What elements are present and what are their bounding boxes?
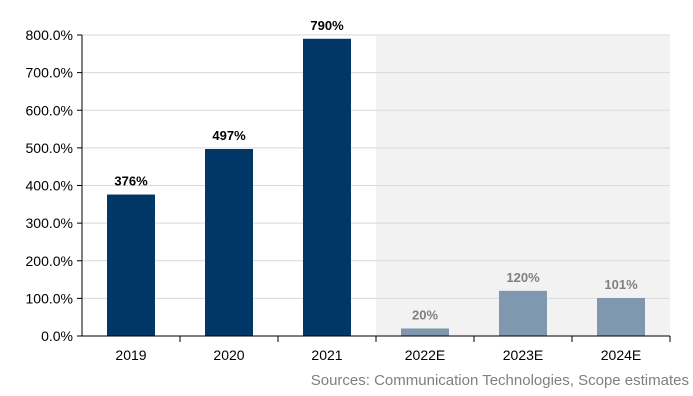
- y-tick-label: 800.0%: [26, 27, 73, 43]
- x-tick-label-2023E: 2023E: [503, 347, 543, 363]
- bar-2023E: [499, 290, 547, 336]
- bar-chart: 376% 497% 790% 20% 120% 101% 0.0% 100.0% 200.0%…: [26, 18, 671, 363]
- bar-2019: [107, 194, 155, 336]
- bar-2021: [303, 38, 351, 336]
- x-tick-label-2020: 2020: [213, 347, 244, 363]
- y-axis: 0.0% 100.0% 200.0% 300.0% 400.0% 500.0% 600.0%…: [26, 27, 83, 344]
- bar-2020: [205, 149, 253, 336]
- data-label-2019: 376%: [114, 174, 148, 189]
- y-tick-label: 700.0%: [26, 65, 73, 81]
- x-tick-label-2019: 2019: [115, 347, 146, 363]
- data-label-2024E: 101%: [604, 277, 638, 292]
- y-tick-label: 0.0%: [41, 328, 73, 344]
- bars: [107, 38, 645, 336]
- x-tick-label-2021: 2021: [311, 347, 342, 363]
- bar-2022E: [401, 328, 449, 336]
- x-tick-label-2022E: 2022E: [405, 347, 445, 363]
- x-axis: 2019 2020 2021 2022E 2023E 2024E: [82, 335, 671, 363]
- y-tick-label: 200.0%: [26, 253, 73, 269]
- source-note: Sources: Communication Technologies, Sco…: [310, 372, 689, 389]
- y-tick-label: 100.0%: [26, 290, 73, 306]
- x-tick-label-2024E: 2024E: [601, 347, 641, 363]
- data-labels: 376% 497% 790% 20% 120% 101%: [114, 18, 638, 323]
- y-tick-label: 500.0%: [26, 140, 73, 156]
- y-tick-label: 400.0%: [26, 178, 73, 194]
- data-label-2021: 790%: [310, 18, 344, 33]
- bar-2024E: [597, 297, 645, 336]
- gridlines: [82, 34, 670, 299]
- y-tick-label: 600.0%: [26, 102, 73, 118]
- y-tick-label: 300.0%: [26, 215, 73, 231]
- data-label-2022E: 20%: [412, 307, 438, 322]
- data-label-2023E: 120%: [506, 270, 540, 285]
- data-label-2020: 497%: [212, 128, 246, 143]
